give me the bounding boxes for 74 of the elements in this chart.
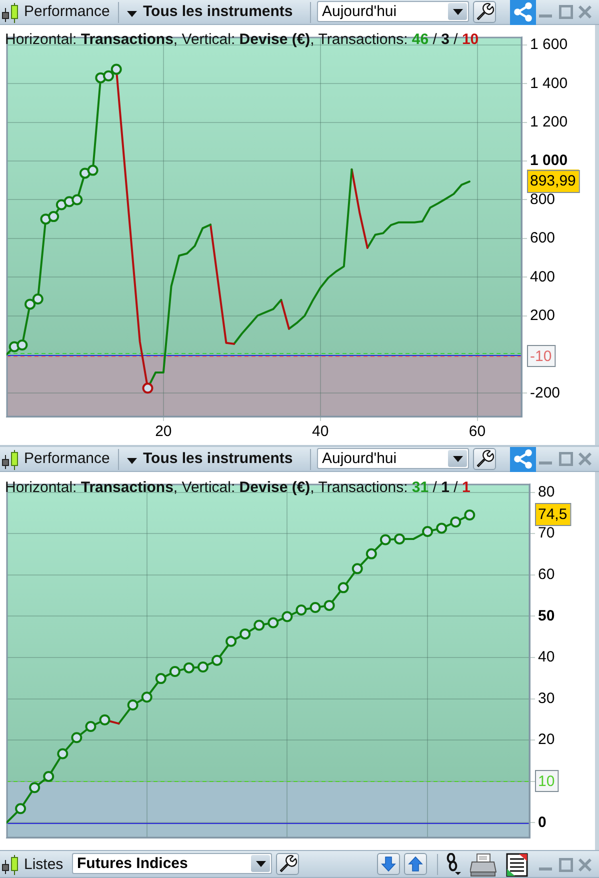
y-tick-label: 1 600 — [530, 36, 568, 54]
point — [366, 548, 377, 560]
y-tick-label: 50 — [538, 607, 555, 624]
point — [29, 782, 40, 794]
point — [169, 666, 180, 678]
y-tick-label: 20 — [538, 731, 555, 748]
point — [103, 70, 114, 82]
point — [87, 164, 98, 176]
y-tick-label: -200 — [530, 384, 560, 402]
y-tick-label: 40 — [538, 648, 555, 666]
text: Tous les instruments — [143, 450, 293, 468]
x-tick-label: 20 — [155, 423, 172, 440]
point — [197, 661, 208, 672]
x-tick-label: 40 — [312, 423, 329, 440]
point — [142, 382, 154, 394]
point — [310, 602, 321, 614]
y-tick-label: 600 — [530, 230, 556, 247]
select-field: Aujourd'hui — [317, 448, 469, 469]
y-tick-label: 0 — [538, 814, 546, 831]
point — [380, 534, 391, 546]
ref-line-label: -10 — [530, 348, 552, 366]
point — [394, 533, 405, 544]
point — [436, 522, 448, 534]
point — [338, 582, 349, 594]
point — [183, 662, 194, 674]
point — [72, 194, 83, 206]
point — [282, 611, 293, 622]
select-field: Aujourd'hui — [317, 1, 469, 22]
text: Listes — [24, 856, 64, 874]
y-tick-label: 893,99 — [530, 172, 576, 190]
point — [226, 636, 237, 647]
point — [85, 720, 96, 732]
point — [16, 340, 28, 351]
point — [450, 516, 462, 528]
text: Performance — [24, 3, 110, 21]
y-tick-label: 800 — [530, 190, 556, 208]
x-tick-label: 60 — [468, 423, 486, 440]
point — [32, 293, 44, 304]
point — [422, 526, 434, 538]
ref-line-label: 10 — [538, 773, 555, 790]
point — [240, 628, 251, 640]
point — [71, 732, 82, 744]
point — [254, 620, 265, 631]
point — [212, 654, 223, 666]
point — [48, 211, 60, 222]
y-tick-label: 60 — [538, 566, 555, 584]
text: Tous les instruments — [143, 3, 293, 21]
point — [43, 770, 54, 782]
y-tick-label: 400 — [530, 268, 556, 286]
y-tick-label: 30 — [538, 690, 555, 707]
point — [110, 64, 122, 75]
point — [15, 803, 26, 814]
chart-title: Horizontal: Transactions, Vertical: Devise (€), Transactions: 31 / 1 / 1 — [5, 479, 470, 496]
y-tick-label: 1 200 — [530, 113, 568, 130]
y-tick-label: 1 400 — [530, 74, 568, 92]
point — [24, 298, 36, 310]
point — [268, 617, 279, 628]
point — [464, 509, 476, 520]
y-tick-label: 200 — [530, 306, 556, 324]
y-tick-label: 1 000 — [530, 152, 568, 170]
select-field: Futures Indices — [72, 853, 272, 874]
point — [99, 714, 110, 726]
point — [57, 748, 68, 760]
y-tick-label: 70 — [538, 524, 555, 542]
point — [127, 699, 138, 710]
point — [141, 692, 152, 703]
y-tick-label: 74,5 — [538, 506, 568, 524]
chart-title: Horizontal: Transactions, Vertical: Devise (€), Transactions: 46 / 3 / 10 — [5, 31, 479, 48]
point — [324, 600, 335, 611]
point — [352, 563, 363, 574]
y-tick-label: 80 — [538, 483, 555, 500]
point — [155, 673, 166, 684]
text: Performance — [24, 450, 110, 468]
point — [296, 604, 307, 616]
